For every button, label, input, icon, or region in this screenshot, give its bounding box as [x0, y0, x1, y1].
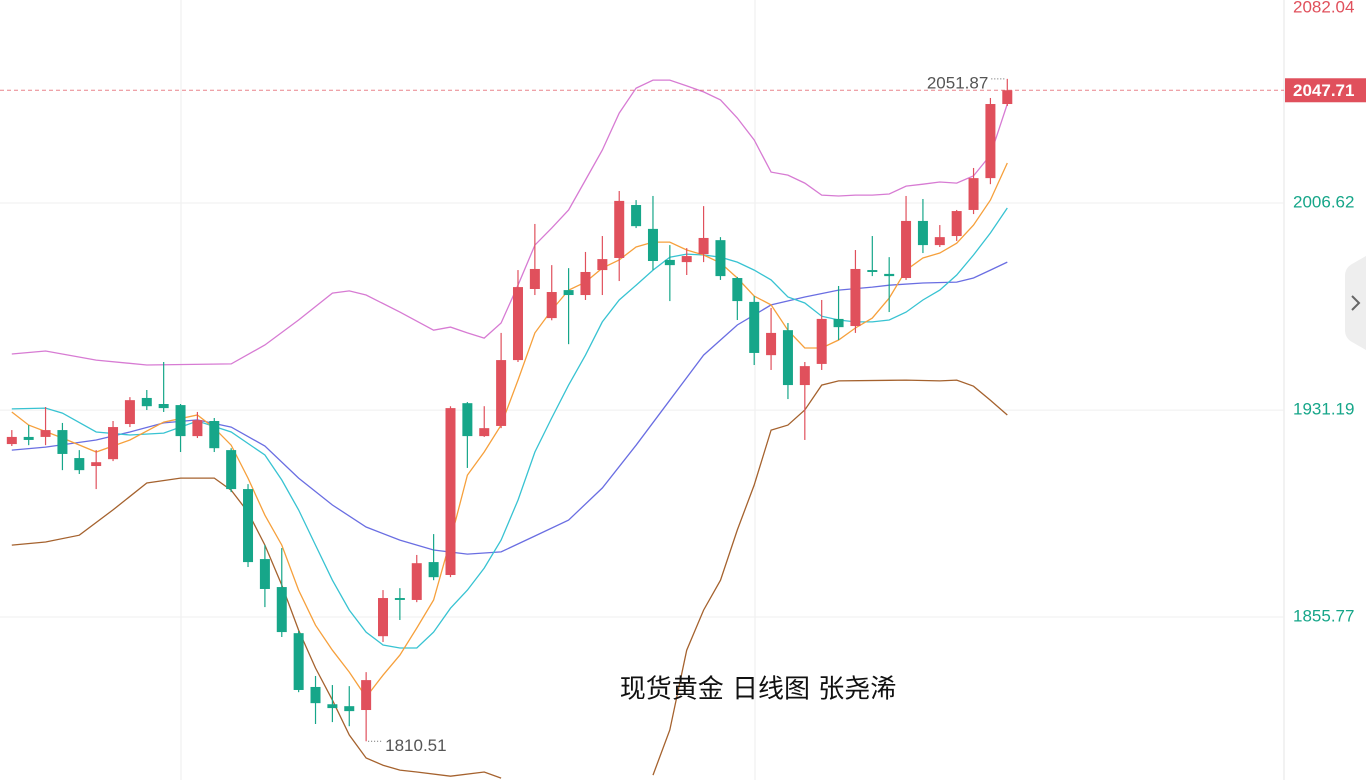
last-price-label: 2047.71 — [1293, 81, 1354, 100]
candle-body — [192, 420, 203, 437]
y-tick-label: 1931.19 — [1293, 400, 1354, 419]
y-tick-label: 1855.77 — [1293, 607, 1354, 626]
candle-body — [175, 405, 186, 437]
indicator-line — [11, 379, 1008, 779]
candle-body — [529, 268, 540, 290]
indicator-line — [11, 79, 1008, 366]
indicator-line — [11, 207, 1008, 649]
candle-body — [344, 706, 355, 712]
candle-body — [276, 587, 287, 633]
candle-body — [411, 563, 422, 600]
candle-body — [614, 200, 625, 258]
price-axis: 1855.77 1931.19 2006.62 2082.04 2047.71 2051.… — [0, 0, 1366, 755]
candle-body — [158, 403, 169, 409]
candle-body — [40, 430, 51, 437]
candle-body — [951, 211, 962, 237]
toggle-tab[interactable] — [1345, 256, 1366, 350]
chart-title: 现货黄金 日线图 张尧浠 — [620, 675, 897, 705]
candle-body — [209, 421, 220, 449]
candle-body — [782, 330, 793, 386]
candle-body — [816, 318, 827, 364]
candle-body — [74, 458, 85, 471]
candle-body — [310, 686, 321, 704]
candle-body — [901, 220, 912, 279]
candle-body — [479, 428, 490, 437]
candle-body — [934, 237, 945, 246]
candle-body — [867, 270, 878, 272]
candle-body — [833, 318, 844, 328]
candles — [6, 78, 1013, 742]
candle-body — [243, 489, 254, 563]
candle-body — [681, 256, 692, 263]
candle-body — [23, 436, 34, 440]
candle-body — [664, 259, 675, 266]
candle-body — [108, 427, 119, 460]
y-tick-label: 2082.04 — [1293, 0, 1354, 16]
high-label: 2051.87 — [927, 73, 988, 92]
candle-body — [985, 104, 996, 179]
side-panel-toggle[interactable] — [1345, 256, 1366, 350]
candle-body — [91, 462, 102, 467]
candle-body — [512, 287, 523, 361]
low-label: 1810.51 — [385, 736, 446, 755]
candle-body — [715, 240, 726, 277]
candle-body — [462, 403, 473, 437]
candle-body — [580, 271, 591, 296]
candle-body — [698, 237, 709, 255]
candle-body — [1002, 90, 1013, 105]
candle-body — [546, 292, 557, 319]
candle-body — [293, 633, 304, 690]
candle-body — [226, 450, 237, 490]
candle-body — [884, 273, 895, 277]
candle-body — [563, 290, 574, 296]
candle-body — [6, 436, 17, 445]
last-price-tag — [1285, 78, 1366, 103]
candle-body — [631, 205, 642, 227]
candle-body — [749, 301, 760, 353]
candle-body — [378, 598, 389, 637]
indicator-line — [11, 261, 1008, 555]
candle-body — [732, 278, 743, 302]
candle-body — [428, 562, 439, 578]
grid — [0, 202, 1284, 618]
candle-body — [394, 598, 405, 600]
candle-body — [968, 178, 979, 210]
candle-body — [647, 228, 658, 262]
candle-body — [496, 360, 507, 426]
candle-body — [445, 408, 456, 575]
candle-body — [141, 397, 152, 407]
candle-body — [259, 559, 270, 589]
candle-body — [327, 704, 338, 709]
candle-body — [124, 400, 135, 425]
toggle-chevron[interactable] — [1351, 295, 1361, 311]
candle-body — [799, 366, 810, 386]
candle-body — [57, 430, 68, 454]
candle-body — [361, 680, 372, 711]
candle-body — [917, 220, 928, 246]
candle-body — [766, 332, 777, 356]
y-tick-label: 2006.62 — [1293, 193, 1354, 212]
candle-body — [850, 268, 861, 327]
candle-body — [597, 259, 608, 271]
